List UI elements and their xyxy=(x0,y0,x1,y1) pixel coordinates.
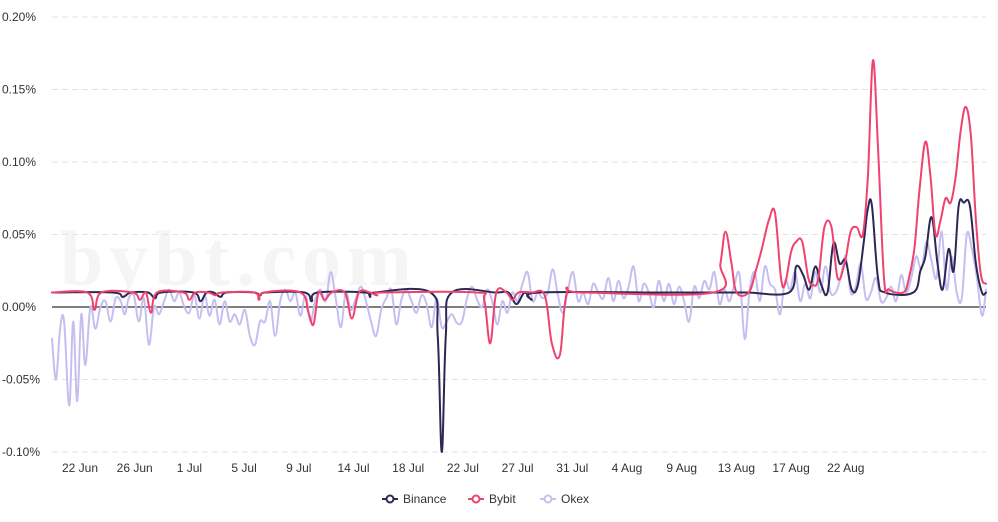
y-tick-label: 0.00% xyxy=(2,300,36,314)
x-tick-label: 14 Jul xyxy=(337,461,369,475)
x-tick-label: 13 Aug xyxy=(718,461,755,475)
legend-label: Okex xyxy=(561,492,589,506)
y-tick-label: -0.10% xyxy=(2,445,40,459)
x-tick-label: 31 Jul xyxy=(556,461,588,475)
x-tick-label: 27 Jul xyxy=(502,461,534,475)
y-axis: -0.10% -0.05% 0.00% 0.05% 0.10% 0.15% 0.20% xyxy=(2,10,40,459)
y-tick-label: 0.05% xyxy=(2,228,36,242)
x-tick-label: 4 Aug xyxy=(612,461,643,475)
y-tick-label: 0.15% xyxy=(2,83,36,97)
watermark-text: bybt.com xyxy=(60,215,418,302)
series-line-binance[interactable] xyxy=(51,198,987,453)
x-tick-label: 9 Jul xyxy=(286,461,311,475)
legend-item-bybit[interactable]: Bybit xyxy=(468,492,516,506)
legend-marker-icon xyxy=(543,494,553,504)
x-tick-label: 22 Aug xyxy=(827,461,864,475)
legend[interactable]: Binance Bybit Okex xyxy=(382,492,589,506)
x-tick-label: 22 Jul xyxy=(447,461,479,475)
legend-item-binance[interactable]: Binance xyxy=(382,492,447,506)
legend-marker-icon xyxy=(385,494,395,504)
legend-label: Bybit xyxy=(489,492,516,506)
legend-label: Binance xyxy=(403,492,447,506)
grid-lines xyxy=(52,16,986,453)
x-tick-label: 26 Jun xyxy=(117,461,153,475)
x-tick-label: 5 Jul xyxy=(231,461,256,475)
x-tick-label: 17 Aug xyxy=(772,461,809,475)
x-tick-label: 9 Aug xyxy=(666,461,697,475)
y-tick-label: 0.20% xyxy=(2,10,36,24)
series-lines xyxy=(51,59,987,453)
legend-item-okex[interactable]: Okex xyxy=(540,492,589,506)
x-tick-label: 18 Jul xyxy=(392,461,424,475)
x-tick-label: 1 Jul xyxy=(177,461,202,475)
series-line-okex[interactable] xyxy=(51,230,987,407)
x-axis: 22 Jun 26 Jun 1 Jul 5 Jul 9 Jul 14 Jul 18 Jul 2… xyxy=(62,461,865,475)
y-tick-label: -0.05% xyxy=(2,373,40,387)
x-tick-label: 22 Jun xyxy=(62,461,98,475)
legend-marker-icon xyxy=(471,494,481,504)
series-line-bybit[interactable] xyxy=(51,59,987,360)
y-tick-label: 0.10% xyxy=(2,155,36,169)
